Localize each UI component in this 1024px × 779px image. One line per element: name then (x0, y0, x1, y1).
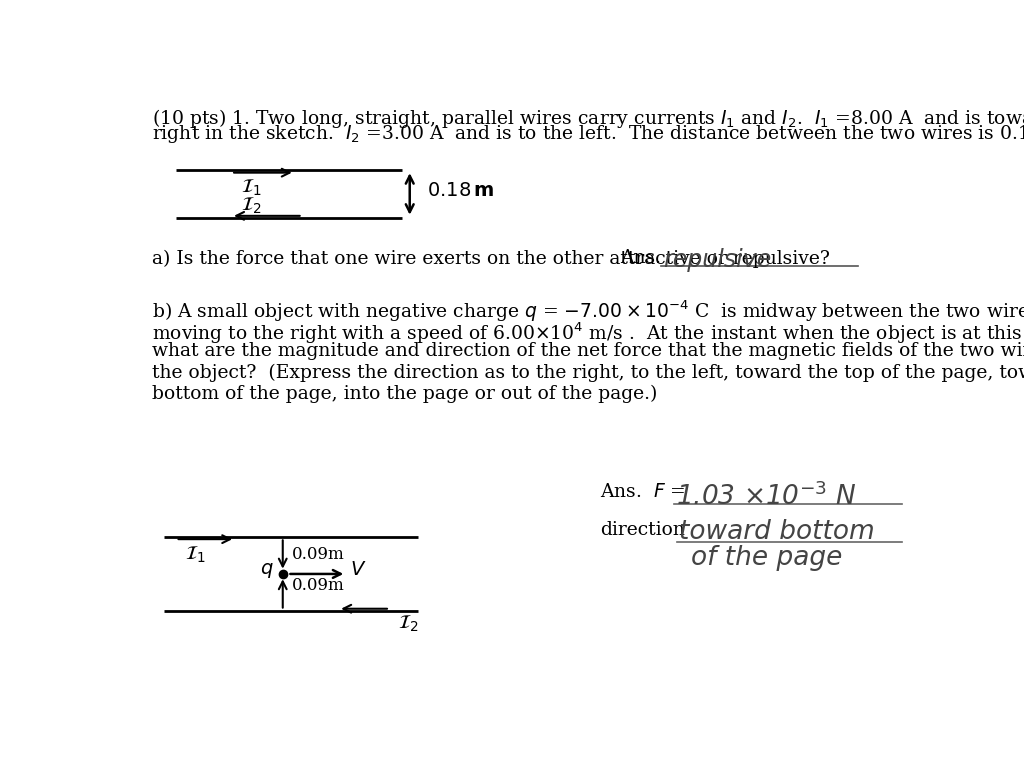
Text: $0.18\,\mathbf{m}$: $0.18\,\mathbf{m}$ (427, 182, 495, 200)
Text: b) A small object with negative charge $q$ = $-7.00\times10^{-4}$ C  is midway b: b) A small object with negative charge $… (152, 298, 1024, 324)
Text: right in the sketch.  $I_2$ =3.00 A  and is to the left.  The distance between t: right in the sketch. $I_2$ =3.00 A and i… (152, 124, 1024, 146)
Text: bottom of the page, into the page or out of the page.): bottom of the page, into the page or out… (152, 385, 657, 404)
Text: 1.03 $\times$10$^{-3}$ N: 1.03 $\times$10$^{-3}$ N (676, 482, 856, 511)
Text: toward bottom: toward bottom (679, 520, 874, 545)
Text: $\mathcal{I}_2$: $\mathcal{I}_2$ (241, 196, 261, 216)
Text: Ans.: Ans. (620, 249, 662, 267)
Text: repulsive: repulsive (663, 249, 771, 272)
Text: the object?  (Express the direction as to the right, to the left, toward the top: the object? (Express the direction as to… (152, 363, 1024, 382)
Text: moving to the right with a speed of 6.00$\times$10$^4$ m/s .  At the instant whe: moving to the right with a speed of 6.00… (152, 320, 1024, 346)
Text: $\mathcal{I}_2$: $\mathcal{I}_2$ (397, 614, 419, 634)
Text: 0.09m: 0.09m (292, 577, 345, 594)
Text: $\mathcal{I}_1$: $\mathcal{I}_1$ (241, 178, 261, 198)
Text: a) Is the force that one wire exerts on the other attractive or repulsive?: a) Is the force that one wire exerts on … (152, 249, 829, 268)
Text: Ans.  $F$ =: Ans. $F$ = (600, 483, 688, 502)
Text: direction: direction (600, 520, 685, 538)
Text: $\mathcal{I}_1$: $\mathcal{I}_1$ (185, 545, 206, 565)
Text: (10 pts) 1. Two long, straight, parallel wires carry currents $I_1$ and $I_2$.  : (10 pts) 1. Two long, straight, parallel… (152, 108, 1024, 130)
Text: what are the magnitude and direction of the net force that the magnetic fields o: what are the magnitude and direction of … (152, 342, 1024, 360)
Text: $V$: $V$ (350, 562, 367, 580)
Text: of the page: of the page (691, 545, 843, 570)
Text: $q$: $q$ (260, 561, 273, 580)
Text: 0.09m: 0.09m (292, 546, 345, 563)
